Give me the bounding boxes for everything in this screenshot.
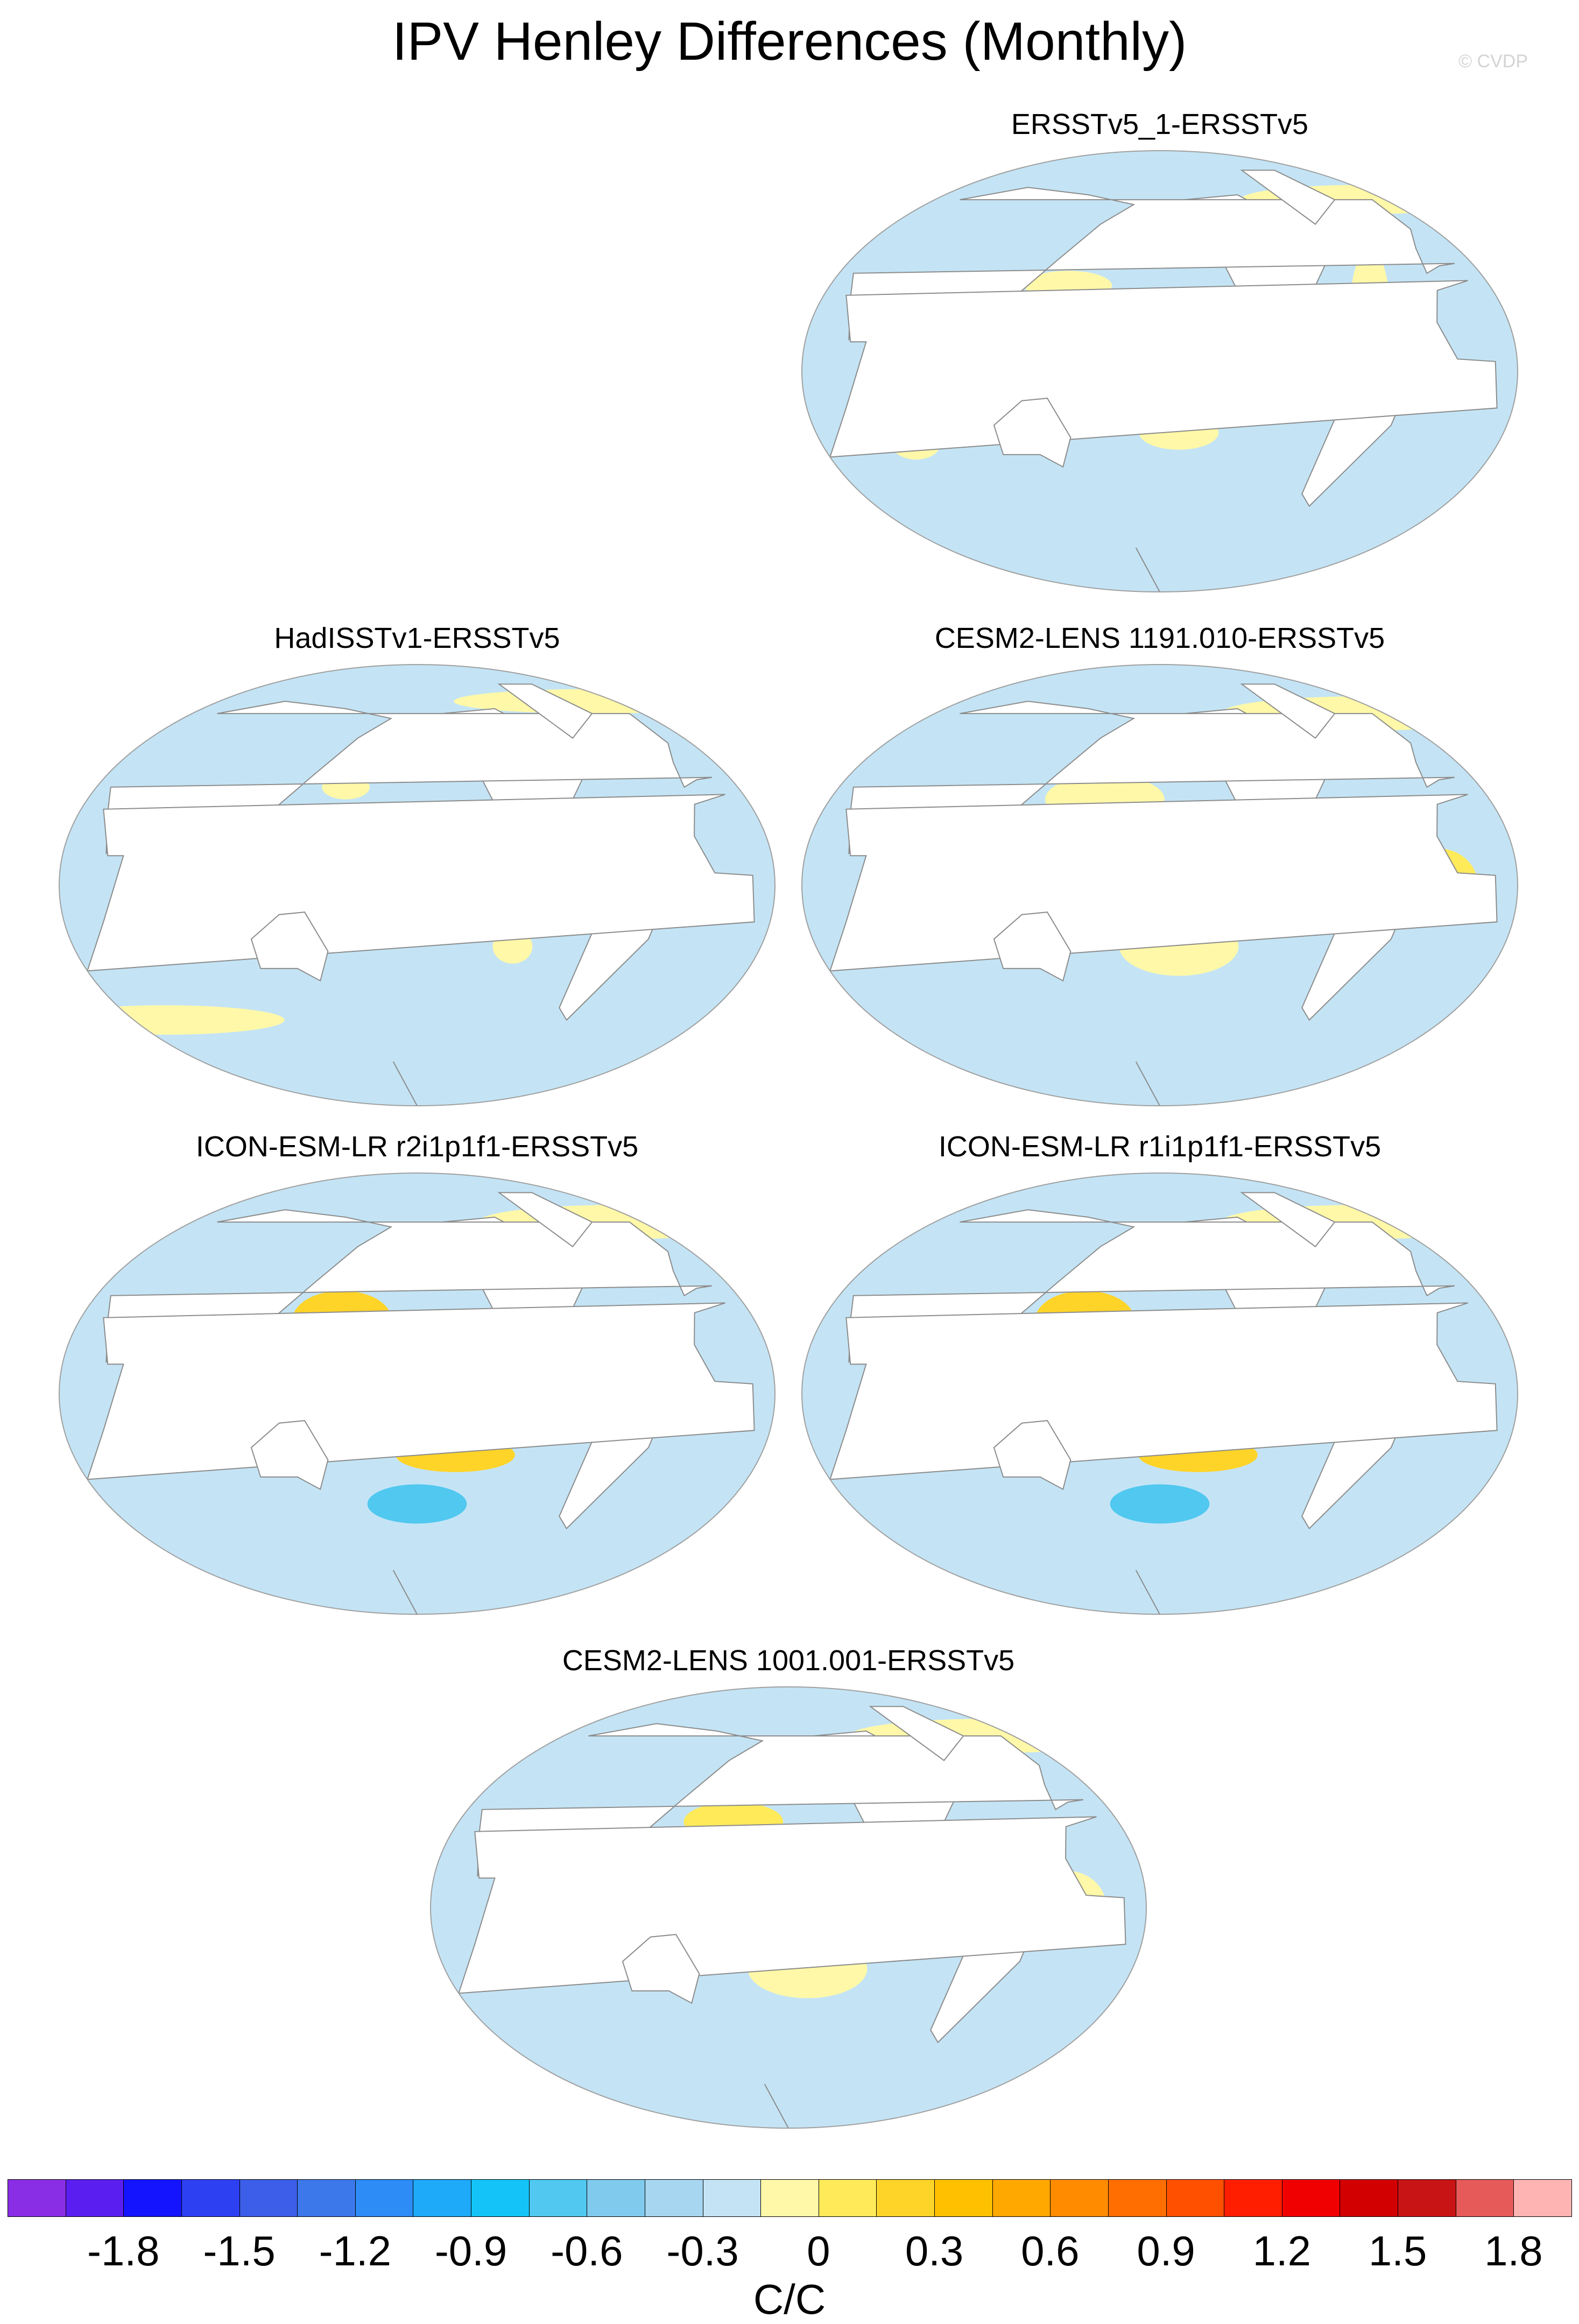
colorbar-swatch	[1340, 2179, 1399, 2217]
land-antarctica-edge	[1135, 1061, 1160, 1106]
anomaly-region	[367, 1484, 467, 1524]
map-panel-cesm2-1191: CESM2-LENS 1191.010-ERSSTv5	[796, 621, 1523, 1106]
map-panel-icon-r1: ICON-ESM-LR r1i1p1f1-ERSSTv5	[796, 1130, 1523, 1615]
colorbar-swatch	[471, 2179, 530, 2217]
land-greenland	[1240, 169, 1336, 225]
map-border	[801, 664, 1518, 1106]
copyright-mark: © CVDP	[1458, 51, 1528, 72]
world-map	[801, 1172, 1518, 1615]
colorbar-swatch	[992, 2179, 1051, 2217]
colorbar-swatch	[528, 2179, 588, 2217]
land-australia	[622, 1934, 700, 2004]
colorbar	[8, 2179, 1572, 2217]
world-map	[801, 150, 1518, 592]
colorbar-tick-label: 0.3	[905, 2227, 964, 2274]
panel-title: ERSSTv5_1-ERSSTv5	[1011, 108, 1309, 140]
colorbar-tick-label: -1.5	[203, 2227, 276, 2274]
colorbar-swatch	[413, 2179, 472, 2217]
land-greenland	[1240, 683, 1336, 739]
colorbar-tick-label: 0.9	[1137, 2227, 1195, 2274]
land-antarctica-edge	[392, 1061, 418, 1106]
land-australia	[993, 398, 1072, 468]
world-map	[59, 664, 776, 1106]
colorbar-swatch	[644, 2179, 703, 2217]
map-panel-hadisst: HadISSTv1-ERSSTv5	[54, 621, 780, 1106]
land-antarctica-edge	[1135, 1570, 1160, 1614]
colorbar-swatch	[587, 2179, 645, 2217]
colorbar-tick-label: 1.2	[1252, 2227, 1312, 2274]
land-australia	[993, 912, 1072, 982]
colorbar-swatch	[1050, 2179, 1109, 2217]
colorbar-tick-label: -1.8	[87, 2227, 160, 2274]
land-greenland	[1240, 1192, 1336, 1248]
land-australia	[993, 1420, 1072, 1491]
map-panel-ersstv5-1: ERSSTv5_1-ERSSTv5	[796, 108, 1523, 592]
land-antarctica-edge	[764, 2083, 789, 2128]
land-africa	[829, 280, 1498, 458]
land-africa	[829, 1302, 1498, 1480]
colorbar-units: C/C	[753, 2276, 826, 2323]
map-panel-icon-r2: ICON-ESM-LR r2i1p1f1-ERSSTv5	[54, 1130, 780, 1615]
anomaly-region	[1110, 1484, 1210, 1524]
panel-title: CESM2-LENS 1191.010-ERSSTv5	[934, 622, 1385, 654]
colorbar-tick-label: 1.8	[1484, 2227, 1543, 2274]
map-border	[430, 1686, 1147, 2129]
colorbar-tick-label: 0	[807, 2227, 830, 2274]
colorbar-tick-label: 1.5	[1368, 2227, 1427, 2274]
land-australia	[250, 912, 329, 982]
colorbar-swatch	[297, 2179, 356, 2217]
colorbar-swatch	[355, 2179, 414, 2217]
figure-title: IPV Henley Differences (Monthly)	[392, 11, 1187, 72]
colorbar-swatch	[181, 2179, 240, 2217]
colorbar-tick-label: -0.3	[666, 2227, 739, 2274]
world-map	[430, 1686, 1147, 2129]
world-map	[59, 1172, 776, 1615]
colorbar-swatch	[65, 2179, 124, 2217]
map-border	[59, 1172, 776, 1615]
land-australia	[250, 1420, 329, 1491]
land-africa	[86, 1302, 755, 1480]
colorbar-swatch	[934, 2179, 993, 2217]
colorbar-swatch	[1455, 2179, 1514, 2217]
colorbar-swatch	[702, 2179, 762, 2217]
panel-title: HadISSTv1-ERSSTv5	[274, 622, 560, 654]
land-greenland	[497, 1192, 593, 1248]
land-antarctica-edge	[1135, 547, 1160, 592]
colorbar-swatch	[876, 2179, 935, 2217]
colorbar-tick-label: -1.2	[319, 2227, 391, 2274]
land-greenland	[869, 1706, 964, 1762]
land-africa	[86, 794, 755, 972]
colorbar-swatch	[239, 2179, 298, 2217]
land-antarctica-edge	[392, 1570, 418, 1614]
colorbar-swatch	[1224, 2179, 1282, 2217]
anomaly-region	[59, 1005, 285, 1035]
colorbar-swatch	[1166, 2179, 1225, 2217]
panel-title: ICON-ESM-LR r2i1p1f1-ERSSTv5	[195, 1131, 639, 1163]
colorbar-swatch	[1513, 2179, 1572, 2217]
map-border	[801, 150, 1518, 592]
colorbar-tick-label: -0.9	[434, 2227, 507, 2274]
colorbar-swatch	[760, 2179, 819, 2217]
land-africa	[829, 794, 1498, 972]
world-map	[801, 664, 1518, 1106]
land-africa	[457, 1816, 1126, 1994]
land-greenland	[497, 683, 593, 739]
colorbar-swatch	[123, 2179, 182, 2217]
colorbar-swatch	[1281, 2179, 1341, 2217]
map-border	[801, 1172, 1518, 1615]
colorbar-swatch	[818, 2179, 877, 2217]
colorbar-swatch	[1398, 2179, 1456, 2217]
panel-title: ICON-ESM-LR r1i1p1f1-ERSSTv5	[938, 1131, 1381, 1163]
colorbar-swatch	[8, 2179, 66, 2217]
map-border	[59, 664, 776, 1106]
colorbar-tick-label: -0.6	[551, 2227, 623, 2274]
panel-title: CESM2-LENS 1001.001-ERSSTv5	[562, 1644, 1015, 1677]
colorbar-swatch	[1108, 2179, 1167, 2217]
map-panel-cesm2-1001: CESM2-LENS 1001.001-ERSSTv5	[425, 1644, 1152, 2129]
colorbar-tick-label: 0.6	[1021, 2227, 1080, 2274]
